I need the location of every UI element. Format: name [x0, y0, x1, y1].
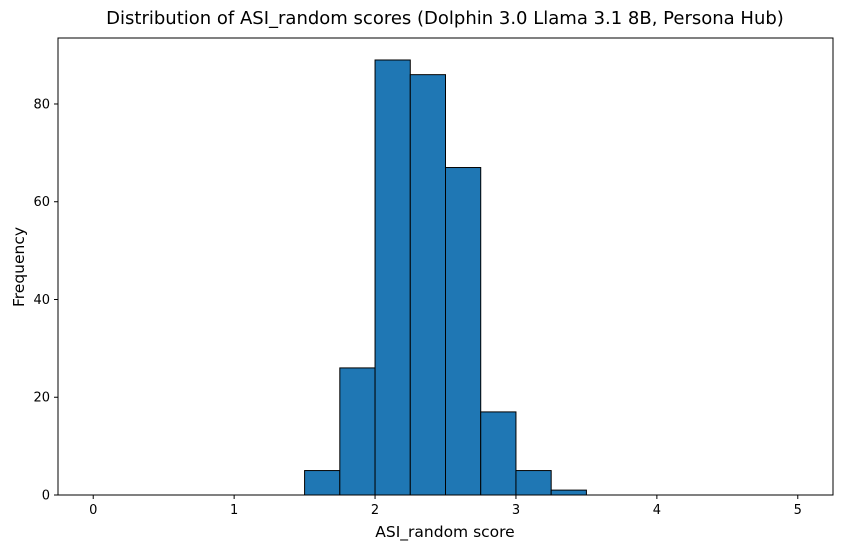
y-tick-label: 20 [33, 391, 50, 406]
x-axis-label: ASI_random score [375, 523, 514, 542]
y-tick-label: 0 [42, 489, 50, 504]
y-tick-label: 80 [33, 97, 50, 112]
histogram-bar [550, 489, 587, 496]
histogram-bar [374, 59, 411, 496]
histogram-bar [304, 470, 341, 496]
x-tick-label: 0 [89, 503, 97, 518]
histogram-bar [445, 167, 482, 496]
y-tick-label: 40 [33, 293, 50, 308]
histogram-bar [339, 367, 376, 496]
x-axis-ticks: 0 1 2 3 4 5 [89, 495, 802, 518]
histogram-bar [480, 411, 517, 496]
plot-area-frame [57, 37, 834, 496]
y-axis-ticks: 0 20 40 60 80 [33, 97, 58, 504]
x-tick-label: 2 [371, 503, 379, 518]
x-tick-label: 4 [653, 503, 661, 518]
histogram-bar [409, 74, 447, 496]
bars-group [304, 59, 587, 496]
chart-title: Distribution of ASI_random scores (Dolph… [106, 8, 784, 29]
histogram-bar [515, 470, 552, 496]
y-axis-label: Frequency [10, 227, 28, 307]
y-tick-label: 60 [33, 195, 50, 210]
x-tick-label: 3 [512, 503, 520, 518]
x-tick-label: 1 [230, 503, 238, 518]
x-tick-label: 5 [794, 503, 802, 518]
